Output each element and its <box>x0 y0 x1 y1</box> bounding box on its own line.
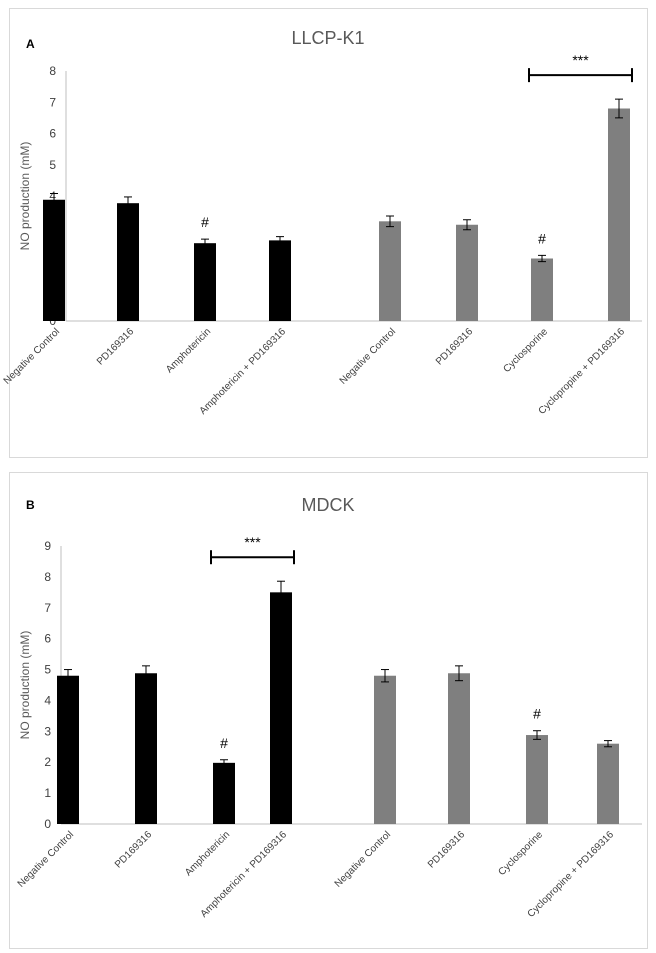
bar <box>597 743 619 824</box>
chart-panel-b: B MDCK NO production (mM) 0 1 2 3 4 5 6 7 8 9 Negativ… <box>9 472 648 949</box>
bar <box>374 675 396 824</box>
significance-hash: # <box>201 214 209 230</box>
chart-title: LLCP-K1 <box>291 28 364 48</box>
y-tick-label: 3 <box>44 724 51 738</box>
y-tick-label: 8 <box>49 64 56 78</box>
bar <box>608 108 630 321</box>
x-tick-label: Cyclosporine <box>496 829 545 878</box>
x-tick-label: Cyclosporine <box>501 326 550 375</box>
significance-stars: *** <box>572 52 589 68</box>
significance-hash: # <box>533 706 541 722</box>
y-axis-label: NO production (mM) <box>18 142 32 251</box>
bar <box>379 221 401 321</box>
y-tick-label: 5 <box>49 158 56 172</box>
bar <box>194 243 216 321</box>
panel-letter: B <box>26 498 35 512</box>
bar <box>526 735 548 824</box>
bar <box>135 673 157 824</box>
bar <box>456 224 478 321</box>
y-tick-label: 7 <box>49 95 56 109</box>
y-tick-label: 5 <box>44 663 51 677</box>
x-tick-label: PD169316 <box>95 326 137 368</box>
bar <box>57 675 79 824</box>
x-tick-label: Negative Control <box>2 326 62 386</box>
y-tick-label: 0 <box>44 817 51 831</box>
chart-title: MDCK <box>302 495 355 515</box>
y-tick-label: 6 <box>49 127 56 141</box>
x-tick-label: PD169316 <box>434 326 476 368</box>
y-tick-label: 1 <box>44 786 51 800</box>
significance-hash: # <box>220 735 228 751</box>
x-tick-label: Amphotericin <box>164 326 213 375</box>
y-tick-label: 4 <box>49 189 56 203</box>
chart-b-svg: B MDCK NO production (mM) 0 1 2 3 4 5 6 7 8 9 Negativ… <box>16 495 642 920</box>
x-tick-label: PD169316 <box>113 829 155 871</box>
y-tick-label: 9 <box>44 539 51 553</box>
x-tick-label: Negative Control <box>338 326 398 386</box>
y-tick-label: 6 <box>44 632 51 646</box>
y-tick-label: 4 <box>44 693 51 707</box>
bar <box>448 673 470 824</box>
x-tick-label: Cyclopropine + PD169316 <box>537 326 628 417</box>
x-tick-label: Amphotericin + PD169316 <box>198 326 289 417</box>
bar <box>270 592 292 824</box>
x-tick-label: PD169316 <box>426 829 468 871</box>
significance-hash: # <box>538 230 546 246</box>
x-tick-label: Amphotericin <box>183 829 232 878</box>
significance-stars: *** <box>244 534 261 550</box>
bar <box>43 199 65 321</box>
x-tick-label: Negative Control <box>333 829 393 889</box>
y-axis-label: NO production (mM) <box>18 631 32 740</box>
bar <box>213 762 235 824</box>
y-tick-label: 8 <box>44 570 51 584</box>
y-tick-label: 2 <box>44 755 51 769</box>
bar <box>269 240 291 321</box>
bar <box>531 258 553 321</box>
panel-letter: A <box>26 37 35 51</box>
y-tick-label: 7 <box>44 601 51 615</box>
x-tick-label: Negative Control <box>16 829 76 889</box>
bar <box>117 203 139 321</box>
